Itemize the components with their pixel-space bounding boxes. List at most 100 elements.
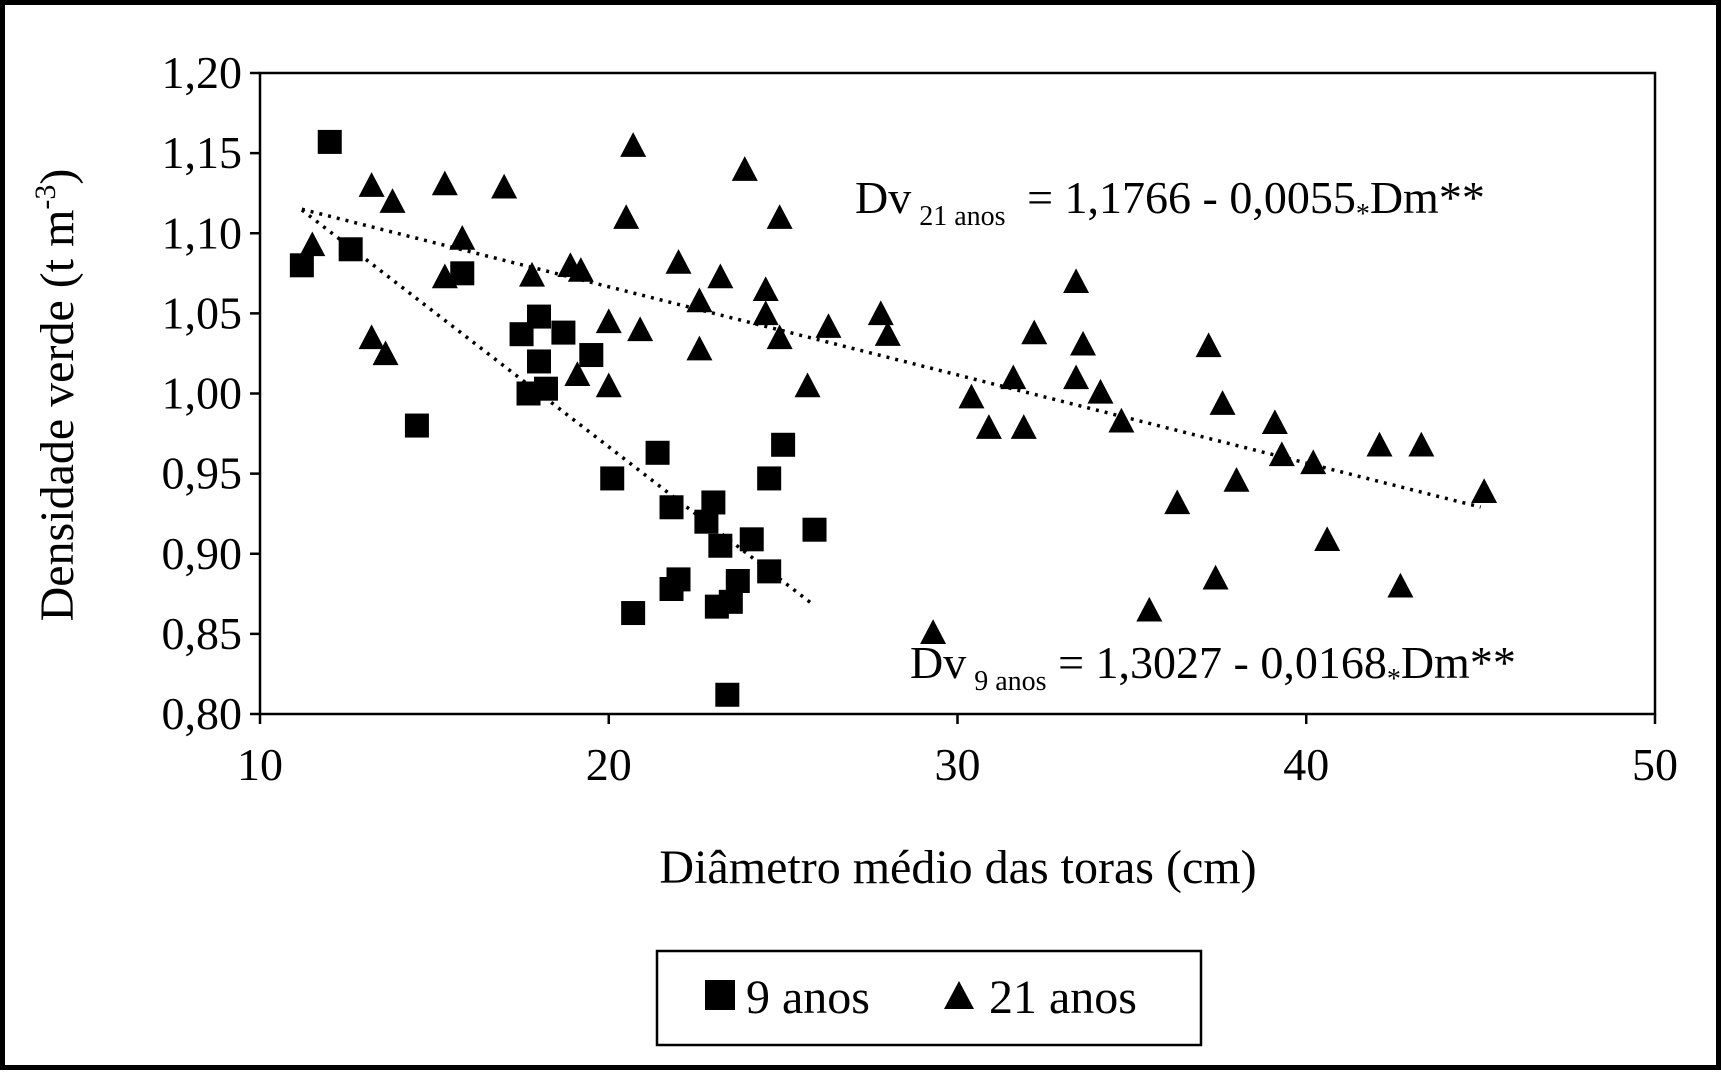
point-21-anos (372, 340, 399, 366)
point-21-anos (1136, 596, 1163, 622)
legend-box (655, 949, 1203, 1047)
point-21-anos (1387, 572, 1414, 598)
trendline-9-anos (300, 208, 816, 608)
plot-area (258, 71, 1657, 716)
x-tick-label: 30 (935, 739, 981, 790)
point-9-anos (725, 568, 750, 593)
point-21-anos (958, 383, 985, 409)
point-21-anos (1108, 407, 1135, 433)
legend-label-21-anos: 21 anos (989, 971, 1137, 1024)
x-axis-ticks: 10 20 30 40 50 (237, 714, 1678, 790)
y-axis-title-close: ) (31, 169, 84, 185)
legend-label-9-anos: 9 anos (746, 971, 870, 1024)
point-9-anos (704, 594, 729, 619)
equation-9-subscript: 9 anos (974, 666, 1046, 697)
point-21-anos (620, 132, 647, 157)
point-21-anos (1261, 409, 1288, 435)
equation-9-star: * (1387, 664, 1401, 695)
point-9-anos (317, 129, 342, 154)
point-21-anos (1300, 449, 1327, 475)
point-21-anos (595, 308, 622, 334)
point-9-anos (527, 304, 551, 329)
y-tick-label: 1,15 (162, 127, 243, 178)
point-9-anos (645, 440, 670, 465)
equation-9-anos: Dv 9 anos = 1,3027 - 0,0168*Dm** (910, 637, 1516, 697)
point-9-anos (666, 567, 691, 592)
point-21-anos (975, 414, 1002, 439)
point-21-anos (449, 225, 476, 250)
point-9-anos (802, 517, 827, 542)
equation-9-prefix: Dv (910, 637, 966, 688)
point-21-anos (431, 170, 458, 196)
point-21-anos (1070, 330, 1097, 356)
legend-marker-square (705, 980, 735, 1010)
point-21-anos (1000, 364, 1027, 390)
point-21-anos (1471, 478, 1498, 503)
point-21-anos (627, 316, 654, 342)
point-9-anos (757, 466, 782, 491)
x-axis-title: Diâmetro médio das toras (cm) (659, 841, 1256, 894)
point-21-anos (1195, 332, 1222, 358)
equation-21-anos: Dv 21 anos = 1,1766 - 0,0055*Dm** (855, 172, 1485, 232)
point-9-anos (757, 559, 782, 584)
point-9-anos (739, 527, 764, 552)
point-9-anos (600, 466, 625, 491)
y-tick-label: 0,90 (162, 528, 243, 579)
point-9-anos (404, 413, 429, 438)
point-21-anos (1268, 441, 1295, 467)
point-21-anos (299, 231, 326, 257)
point-21-anos (431, 263, 458, 289)
point-21-anos (358, 324, 385, 350)
point-9-anos (771, 432, 796, 457)
point-21-anos (707, 263, 734, 289)
point-21-anos (1021, 319, 1048, 345)
point-21-anos (1087, 378, 1114, 404)
equation-9-suffix: Dm** (1401, 637, 1516, 688)
legend: 9 anos 21 anos (655, 949, 1203, 1047)
y-tick-label: 0,85 (162, 608, 243, 659)
point-21-anos (567, 257, 594, 282)
x-tick-label: 20 (586, 739, 632, 790)
point-21-anos (379, 188, 406, 213)
point-21-anos (564, 361, 591, 386)
point-9-anos (708, 533, 733, 558)
x-tick-label: 10 (237, 739, 283, 790)
point-21-anos (752, 300, 779, 326)
data-points (289, 129, 1498, 707)
y-tick-label: 0,95 (162, 448, 243, 499)
point-21-anos (1063, 364, 1090, 390)
point-21-anos (731, 156, 758, 181)
equation-21-subscript: 21 anos (919, 201, 1005, 232)
point-21-anos (815, 313, 842, 338)
trendline-21-anos (301, 207, 1482, 509)
y-tick-label: 1,00 (162, 368, 243, 419)
equation-21-star: * (1356, 199, 1370, 230)
y-axis-title: Densidade verde (t m-3) (29, 169, 84, 622)
point-21-anos (665, 249, 692, 274)
point-21-anos (766, 324, 793, 350)
point-21-anos (1164, 489, 1191, 515)
point-21-anos (1408, 431, 1435, 457)
point-21-anos (1010, 414, 1037, 439)
point-21-anos (794, 372, 821, 398)
point-21-anos (1063, 268, 1090, 294)
point-21-anos (1202, 564, 1229, 590)
equation-9-middle: = 1,3027 - 0,0168 (1047, 637, 1387, 688)
point-21-anos (1366, 431, 1393, 457)
point-21-anos (766, 204, 793, 229)
point-9-anos (289, 253, 314, 278)
y-tick-label: 1,20 (162, 47, 243, 98)
point-21-anos (1314, 526, 1341, 552)
point-21-anos (920, 619, 947, 644)
point-21-anos (874, 321, 901, 346)
point-21-anos (613, 204, 640, 229)
equation-21-prefix: Dv (855, 172, 911, 223)
point-21-anos (867, 300, 894, 326)
point-9-anos (533, 376, 558, 401)
equation-21-suffix: Dm** (1370, 172, 1485, 223)
y-tick-label: 0,80 (162, 688, 243, 739)
y-axis-title-sup: -3 (29, 185, 62, 210)
point-9-anos (579, 343, 604, 368)
point-9-anos (659, 495, 684, 520)
